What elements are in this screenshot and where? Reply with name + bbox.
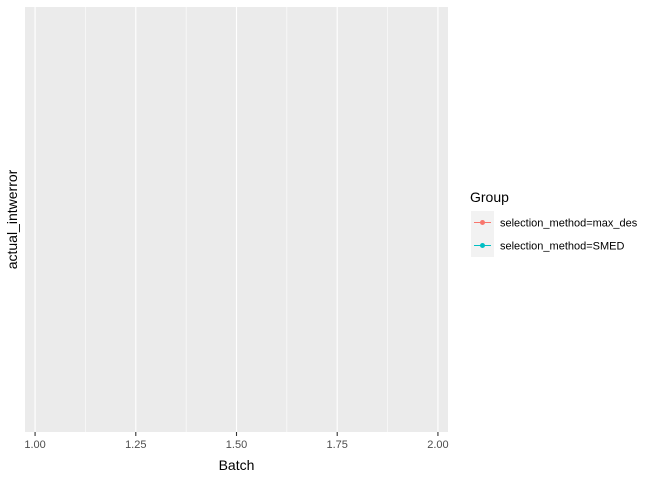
minor-grid-lines [85,7,388,432]
x-tick-label: 2.00 [427,439,448,451]
x-tick-label: 1.00 [24,439,45,451]
x-tick-label: 1.75 [327,439,348,451]
legend: Group selection_method=max_desselection_… [470,189,638,257]
legend-keys: selection_method=max_des selection_method… [471,211,638,257]
legend-title: Group [470,189,509,205]
x-axis-title: Batch [219,457,255,473]
legend-item: selection_method=SMED [471,234,624,257]
x-axis-tick-labels: 1.00 1.25 1.50 1.75 2.00 [24,439,448,451]
legend-key-point [480,220,485,225]
x-tick-label: 1.25 [125,439,146,451]
legend-key-point [480,243,485,248]
legend-label: selection_method=max_des [500,218,638,230]
x-axis-ticks [34,432,439,436]
x-tick-label: 1.50 [226,439,247,451]
legend-item: selection_method=max_des [471,211,638,234]
legend-label: selection_method=SMED [500,241,624,253]
y-axis-title: actual_intwerror [4,169,20,269]
major-grid-lines [34,7,439,432]
